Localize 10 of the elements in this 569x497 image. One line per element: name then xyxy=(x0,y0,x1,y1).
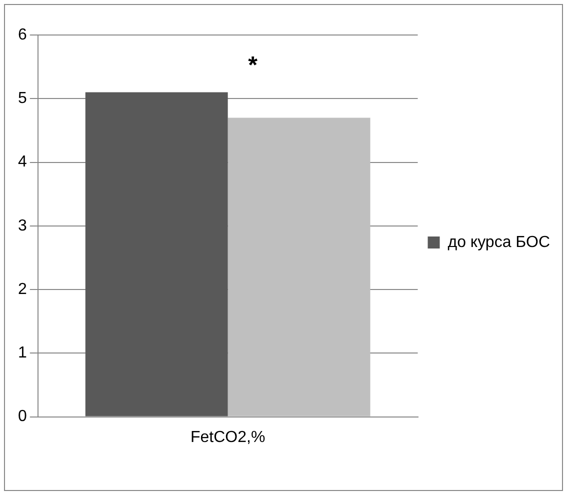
annotation: * xyxy=(248,52,258,80)
y-tick-label: 5 xyxy=(18,90,27,108)
y-tick-label: 1 xyxy=(18,344,27,362)
y-tick-label: 0 xyxy=(18,408,27,426)
y-tick-label: 3 xyxy=(18,217,27,234)
y-tick-label: 4 xyxy=(18,154,27,171)
y-tick-label: 6 xyxy=(18,26,27,44)
y-tick-label: 2 xyxy=(18,280,27,298)
x-tick-label: FetCO2,% xyxy=(190,428,266,446)
legend-label: до курса БОС xyxy=(448,234,550,251)
